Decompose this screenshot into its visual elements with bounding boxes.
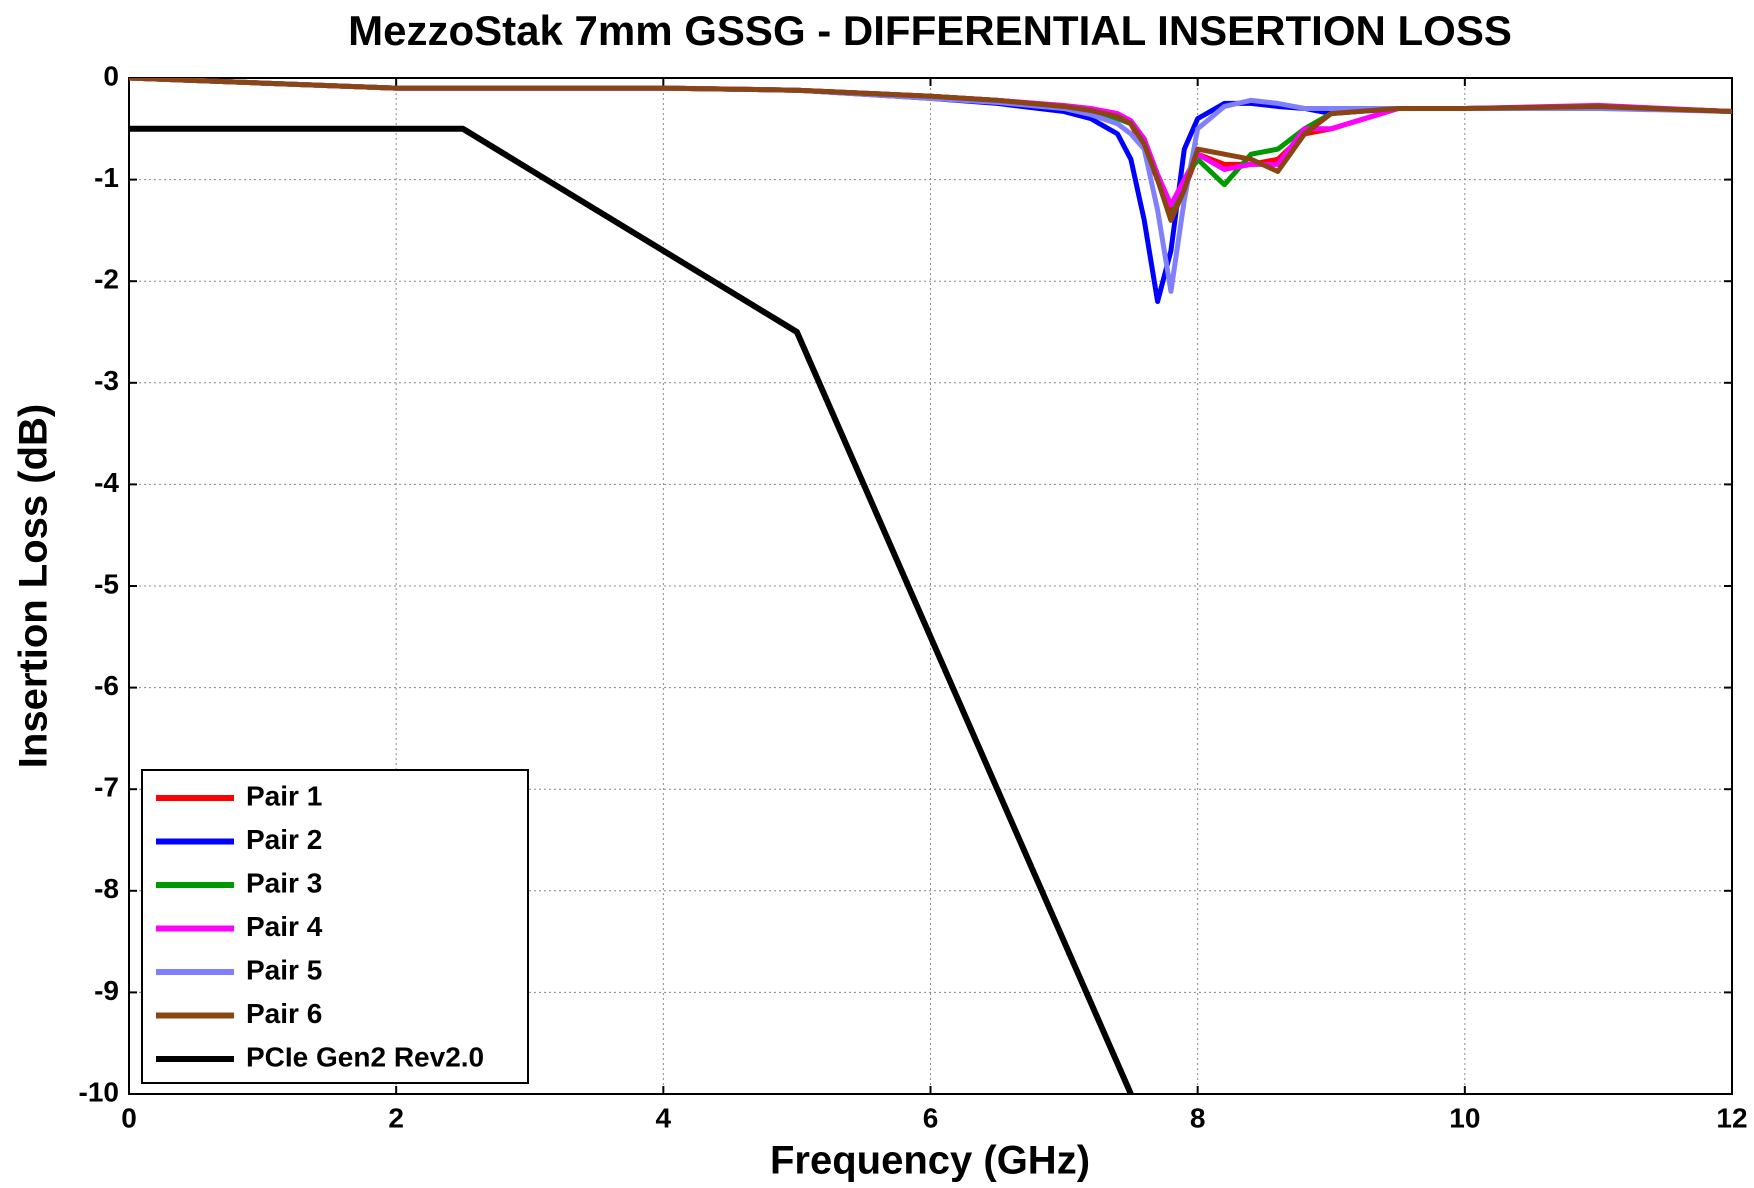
- y-tick-label: -7: [94, 772, 119, 803]
- series-line: [129, 125, 1134, 1094]
- legend-label: Pair 4: [246, 911, 323, 942]
- x-tick-label: 6: [923, 1102, 939, 1133]
- y-tick-label: -10: [79, 1076, 119, 1107]
- x-tick-label: 8: [1190, 1102, 1206, 1133]
- x-tick-label: 4: [656, 1102, 672, 1133]
- chart-title: MezzoStak 7mm GSSG - DIFFERENTIAL INSERT…: [348, 7, 1512, 54]
- y-tick-label: -2: [94, 264, 119, 295]
- y-axis-label: Insertion Loss (dB): [12, 404, 56, 768]
- legend-label: Pair 5: [246, 954, 322, 985]
- x-tick-label: 10: [1449, 1102, 1480, 1133]
- legend-label: PCIe Gen2 Rev2.0: [246, 1041, 484, 1072]
- x-tick-label: 12: [1716, 1102, 1747, 1133]
- x-tick-label: 2: [388, 1102, 404, 1133]
- plot-frame: [128, 77, 1733, 1095]
- legend-label: Pair 1: [246, 780, 322, 811]
- plot-lines: [129, 78, 1732, 1094]
- y-tick-label: -6: [94, 670, 119, 701]
- y-tick-label: -1: [94, 162, 119, 193]
- legend-label: Pair 3: [246, 867, 322, 898]
- y-tick-label: -4: [94, 467, 119, 498]
- y-tick-label: -9: [94, 975, 119, 1006]
- x-axis-label: Frequency (GHz): [770, 1139, 1090, 1183]
- y-tick-label: -8: [94, 873, 119, 904]
- y-tick-label: 0: [103, 60, 119, 91]
- x-tick-label: 0: [121, 1102, 137, 1133]
- legend-label: Pair 6: [246, 998, 322, 1029]
- y-tick-label: -5: [94, 568, 119, 599]
- y-tick-label: -3: [94, 365, 119, 396]
- series-line: [129, 78, 1732, 223]
- legend-label: Pair 2: [246, 824, 322, 855]
